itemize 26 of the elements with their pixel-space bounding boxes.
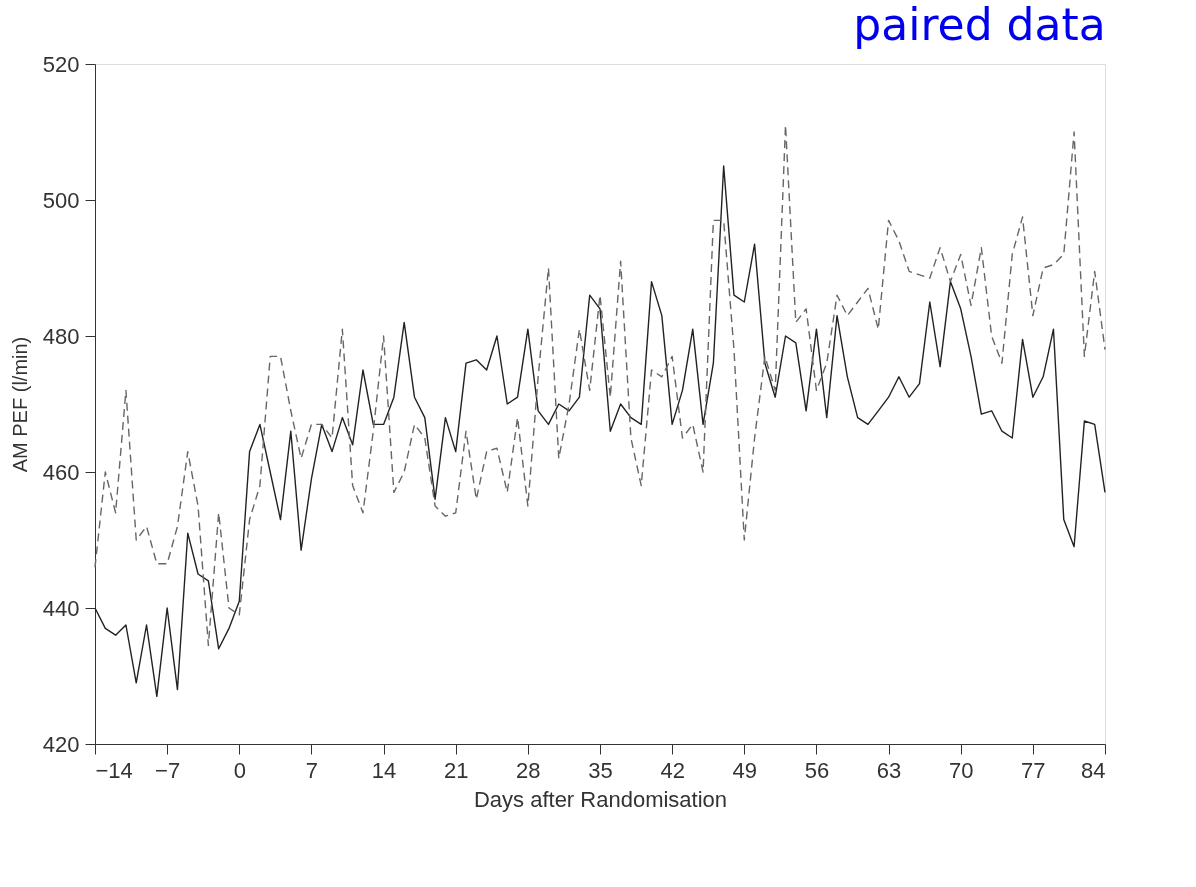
y-axis-title: AM PEF (l/min) <box>8 336 31 473</box>
x-tick-label: −14 <box>95 757 133 783</box>
x-tick-label: 35 <box>588 757 613 783</box>
y-tick-label: 440 <box>42 595 80 621</box>
x-tick-label: 14 <box>371 757 397 783</box>
x-tick-label: 0 <box>233 757 246 783</box>
x-tick-label: 49 <box>732 757 758 783</box>
x-tick-label: 21 <box>443 757 469 783</box>
y-tick-label: 500 <box>42 187 80 213</box>
x-tick-label: 70 <box>948 757 974 783</box>
x-tick-label: 42 <box>660 757 685 783</box>
x-tick-label: 28 <box>516 757 541 783</box>
x-tick-label: 7 <box>305 757 319 783</box>
x-tick-label: 56 <box>804 757 830 783</box>
x-tick-label: −7 <box>155 757 181 783</box>
y-tick-label: 480 <box>42 323 80 349</box>
x-tick-label: 77 <box>1021 757 1046 783</box>
x-axis-title: Days after Randomisation <box>473 786 728 812</box>
y-tick-label: 460 <box>42 459 80 485</box>
text: paired data <box>853 0 1106 50</box>
x-tick-label: 84 <box>1081 757 1106 783</box>
line-series <box>94 165 1106 698</box>
line-series <box>94 124 1106 647</box>
y-tick-label: 520 <box>42 51 80 77</box>
y-tick-label: 420 <box>42 731 80 757</box>
x-tick-label: 63 <box>876 757 902 783</box>
